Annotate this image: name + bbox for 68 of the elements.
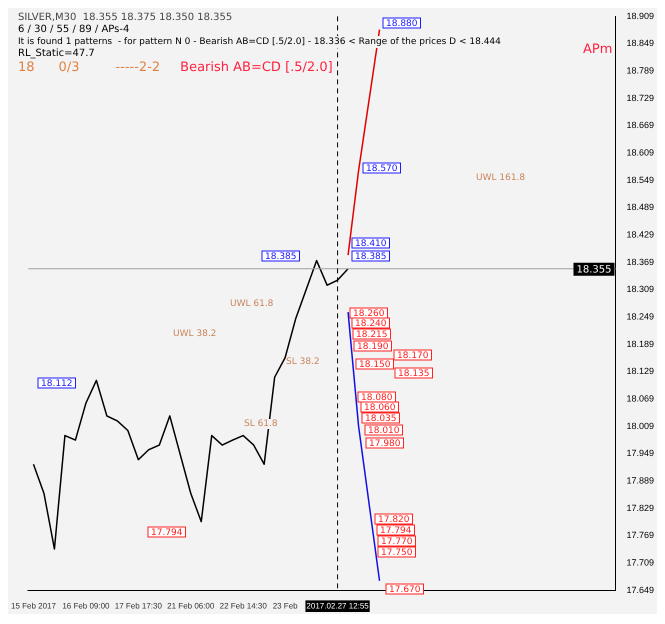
annotation: 18.112	[41, 378, 72, 389]
annotation: APm	[583, 42, 612, 57]
ref-line-label: 18.355	[576, 264, 612, 276]
annotation: 17.770	[381, 536, 413, 547]
y-tick-label: 18.489	[626, 202, 654, 212]
annotation: 0/3	[58, 60, 80, 75]
y-tick-label: 18.729	[626, 92, 654, 103]
x-tick-label: 22 Feb 14:30	[220, 601, 268, 610]
x-tick-label: 15 Feb 2017	[10, 601, 56, 610]
annotation: Bearish AB=CD [.5/2.0]	[180, 60, 333, 75]
x-tick-label: 17 Feb 17:30	[114, 601, 162, 610]
y-tick-label: 18.789	[626, 66, 654, 76]
annotation: UWL 61.8	[230, 299, 274, 309]
y-tick-label: 18.249	[626, 312, 654, 322]
annotation: SL 38.2	[286, 357, 320, 367]
annotation: UWL 161.8	[476, 173, 526, 183]
annotation: 18.190	[357, 342, 389, 352]
y-tick-label: 18.369	[626, 256, 654, 267]
y-tick-label: 17.709	[626, 558, 654, 568]
annotation: 18.170	[397, 350, 429, 361]
y-tick-label: 18.129	[626, 366, 654, 376]
x-tick-label: 21 Feb 06:00	[167, 601, 215, 610]
annotation: 18.010	[368, 426, 400, 436]
y-tick-label: 18.549	[626, 174, 654, 185]
y-tick-label: 18.429	[626, 230, 654, 240]
chart-title: SILVER,M30 18.355 18.375 18.350 18.355	[18, 12, 232, 24]
annotation: 17.820	[378, 514, 410, 525]
annotation: 17.794	[380, 526, 412, 536]
annotation: 18.880	[386, 18, 418, 29]
annotation: 18.215	[356, 330, 388, 340]
y-tick-label: 17.829	[626, 502, 654, 513]
y-tick-label: 17.949	[626, 448, 654, 458]
y-tick-label: 17.649	[626, 584, 654, 595]
y-tick-label: 18.849	[626, 38, 654, 48]
annotation: 17.670	[389, 584, 421, 595]
y-tick-label: 17.769	[626, 530, 654, 540]
y-tick-label: 18.009	[626, 420, 654, 431]
y-tick-label: 18.309	[626, 284, 654, 294]
annotation: 18.570	[366, 164, 398, 174]
y-tick-label: 18.909	[626, 10, 654, 21]
annotation: 17.980	[369, 438, 401, 449]
x-tick-label: 2017.02.27 12:55	[306, 601, 370, 610]
annotation: -----2-2	[115, 60, 160, 75]
y-tick-label: 18.069	[626, 394, 654, 404]
annotation: 18.080	[361, 392, 393, 403]
annotation: 18.150	[359, 360, 391, 370]
annotation: UWL 38.2	[173, 329, 216, 339]
x-tick-label: 23 Feb	[272, 601, 298, 610]
annotation: 18.240	[355, 318, 387, 329]
y-tick-label: 18.609	[626, 148, 654, 158]
annotation: 18.260	[353, 308, 385, 319]
y-tick-label: 18.669	[626, 120, 654, 130]
x-tick-label: 16 Feb 09:00	[62, 601, 110, 610]
y-tick-label: 17.889	[626, 476, 654, 486]
y-tick-label: 18.189	[626, 338, 654, 349]
annotation: RL_Static=47.7	[18, 48, 95, 60]
annotation: SL 61.8	[244, 419, 278, 429]
annotation: 17.794	[151, 528, 183, 538]
annotation: 6 / 30 / 55 / 89 / APs-4	[18, 24, 130, 36]
annotation: 18.410	[355, 238, 387, 249]
annotation: It is found 1 patterns - for pattern N 0 - Bearish AB=CD [.5/2.0] - 18.336 < Range of the prices D < 18.444	[18, 36, 501, 48]
annotation: 18	[18, 60, 35, 75]
annotation: 18.035	[365, 414, 396, 424]
annotation: 18.385	[265, 252, 296, 262]
annotation: 18.135	[398, 368, 430, 379]
annotation: 17.750	[381, 548, 413, 558]
annotation: 18.385	[355, 252, 386, 262]
annotation: 18.060	[364, 402, 396, 413]
